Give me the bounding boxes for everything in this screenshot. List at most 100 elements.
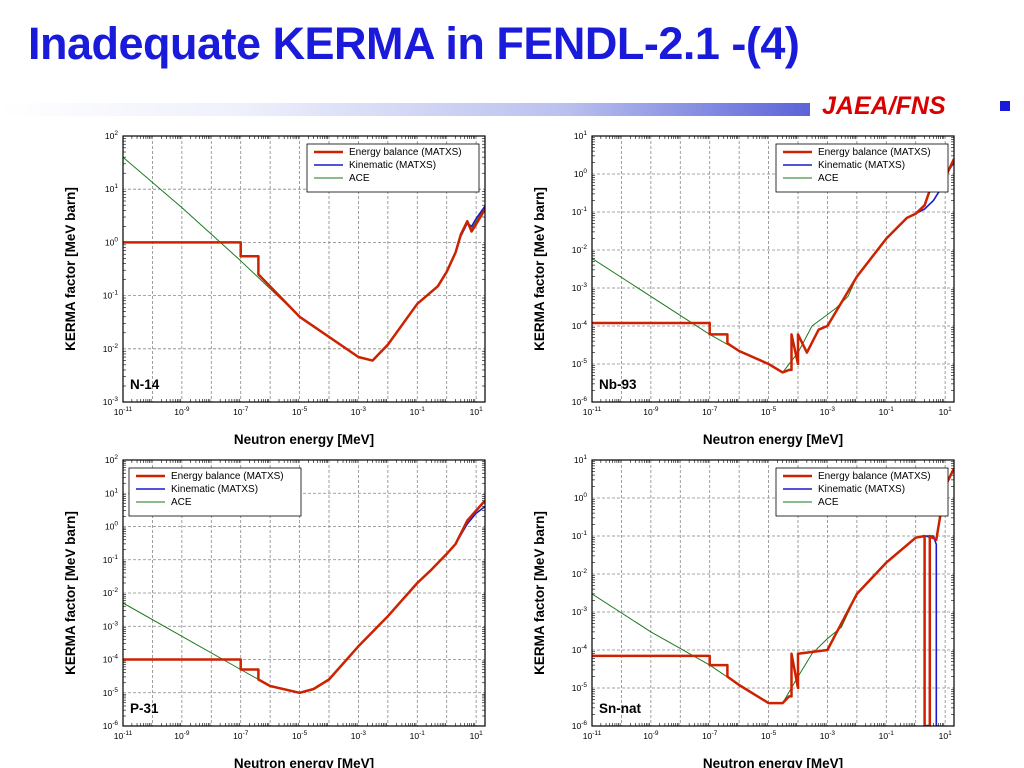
y-tick-label: 10-5 bbox=[572, 682, 588, 693]
y-tick-label: 10-3 bbox=[103, 396, 119, 407]
legend-entry: ACE bbox=[818, 497, 839, 508]
x-tick-label: 10-7 bbox=[233, 730, 249, 741]
series-line bbox=[123, 500, 485, 694]
y-axis-label: KERMA factor [MeV barn] bbox=[63, 511, 78, 675]
x-tick-label: 10-3 bbox=[820, 730, 836, 741]
series-line bbox=[123, 205, 485, 362]
y-tick-label: 102 bbox=[105, 130, 118, 141]
x-tick-label: 10-11 bbox=[583, 406, 602, 417]
x-tick-label: 10-11 bbox=[583, 730, 602, 741]
legend-entry: Kinematic (MATXS) bbox=[349, 160, 436, 171]
y-tick-label: 101 bbox=[574, 130, 587, 141]
y-tick-label: 10-4 bbox=[572, 644, 588, 655]
y-tick-label: 10-6 bbox=[572, 396, 588, 407]
series-line bbox=[592, 158, 954, 374]
chart-legend: Energy balance (MATXS) Kinematic (MATXS) A… bbox=[775, 143, 949, 193]
x-tick-label: 101 bbox=[470, 406, 483, 417]
y-tick-label: 10-2 bbox=[572, 244, 588, 255]
panel-label: Nb-93 bbox=[599, 377, 637, 392]
y-tick-label: 10-6 bbox=[572, 720, 588, 731]
series-line bbox=[123, 505, 485, 694]
y-tick-label: 10-1 bbox=[572, 206, 588, 217]
plot-grid bbox=[591, 135, 954, 403]
x-tick-label: 10-9 bbox=[643, 730, 659, 741]
panel-label: P-31 bbox=[130, 701, 159, 716]
series-line bbox=[592, 162, 954, 374]
panel-label: N-14 bbox=[130, 377, 160, 392]
x-tick-label: 10-5 bbox=[761, 406, 777, 417]
slide-title: Inadequate KERMA in FENDL-2.1 -(4) bbox=[28, 18, 800, 69]
x-tick-label: 10-1 bbox=[879, 406, 895, 417]
x-axis-label: Neutron energy [MeV] bbox=[234, 432, 374, 447]
y-tick-label: 10-4 bbox=[103, 654, 119, 665]
y-tick-label: 10-5 bbox=[103, 687, 119, 698]
y-tick-label: 10-2 bbox=[103, 343, 119, 354]
legend-entry: Energy balance (MATXS) bbox=[818, 147, 931, 158]
y-tick-label: 10-3 bbox=[572, 606, 588, 617]
y-tick-label: 10-3 bbox=[103, 620, 119, 631]
chart-legend: Energy balance (MATXS) Kinematic (MATXS) A… bbox=[128, 467, 302, 517]
axis-minor-ticks bbox=[123, 460, 485, 726]
y-tick-label: 101 bbox=[105, 487, 118, 498]
x-tick-label: 10-7 bbox=[702, 406, 718, 417]
y-tick-label: 100 bbox=[574, 492, 587, 503]
x-tick-label: 10-1 bbox=[410, 406, 426, 417]
y-tick-label: 101 bbox=[105, 183, 118, 194]
x-tick-label: 10-1 bbox=[410, 730, 426, 741]
y-tick-label: 10-1 bbox=[572, 530, 588, 541]
legend-entry: Energy balance (MATXS) bbox=[171, 471, 284, 482]
x-tick-label: 10-3 bbox=[351, 730, 367, 741]
y-tick-label: 10-5 bbox=[572, 358, 588, 369]
x-axis-label: Neutron energy [MeV] bbox=[703, 756, 843, 768]
legend-entry: Energy balance (MATXS) bbox=[349, 147, 462, 158]
x-tick-label: 10-3 bbox=[820, 406, 836, 417]
org-label: JAEA/FNS bbox=[822, 92, 946, 120]
y-axis-label: KERMA factor [MeV barn] bbox=[532, 187, 547, 351]
x-tick-label: 10-9 bbox=[174, 406, 190, 417]
y-tick-label: 10-1 bbox=[103, 290, 119, 301]
series-line bbox=[123, 208, 485, 362]
x-tick-label: 101 bbox=[939, 406, 952, 417]
x-tick-label: 101 bbox=[470, 730, 483, 741]
chart-legend: Energy balance (MATXS) Kinematic (MATXS) A… bbox=[306, 143, 480, 193]
legend-entry: ACE bbox=[171, 497, 192, 508]
y-tick-label: 10-4 bbox=[572, 320, 588, 331]
x-tick-label: 10-5 bbox=[761, 730, 777, 741]
series-line bbox=[592, 467, 954, 726]
x-axis-label: Neutron energy [MeV] bbox=[234, 756, 374, 768]
kerma-chart-p31: 10-11 10-9 10-7 10-5 10-3 10-1 101 10-6 10-5 10-4… bbox=[63, 454, 486, 768]
kerma-chart-n14: 10-11 10-9 10-7 10-5 10-3 10-1 101 10-3 10-2 10-1… bbox=[63, 130, 486, 447]
x-tick-label: 10-7 bbox=[702, 730, 718, 741]
y-axis-label: KERMA factor [MeV barn] bbox=[532, 511, 547, 675]
x-tick-label: 10-1 bbox=[879, 730, 895, 741]
x-tick-label: 10-5 bbox=[292, 730, 308, 741]
series-group bbox=[123, 156, 485, 362]
y-tick-label: 10-2 bbox=[572, 568, 588, 579]
plot-frame bbox=[122, 459, 486, 727]
legend-entry: Kinematic (MATXS) bbox=[171, 484, 258, 495]
y-tick-label: 10-6 bbox=[103, 720, 119, 731]
x-tick-label: 10-11 bbox=[114, 730, 133, 741]
kerma-chart-sn-nat: 10-11 10-9 10-7 10-5 10-3 10-1 101 10-6 10-5 10-4… bbox=[532, 454, 955, 768]
legend-entry: Kinematic (MATXS) bbox=[818, 160, 905, 171]
x-tick-label: 10-9 bbox=[174, 730, 190, 741]
y-tick-label: 101 bbox=[574, 454, 587, 465]
org-bullet-square bbox=[1000, 101, 1010, 111]
chart-legend: Energy balance (MATXS) Kinematic (MATXS) A… bbox=[775, 467, 949, 517]
plot-frame bbox=[122, 135, 486, 403]
y-tick-label: 10-2 bbox=[103, 587, 119, 598]
x-tick-label: 10-7 bbox=[233, 406, 249, 417]
x-tick-label: 10-5 bbox=[292, 406, 308, 417]
series-group bbox=[592, 467, 954, 726]
x-tick-label: 10-11 bbox=[114, 406, 133, 417]
y-tick-label: 100 bbox=[574, 168, 587, 179]
legend-entry: Energy balance (MATXS) bbox=[818, 471, 931, 482]
legend-entry: ACE bbox=[818, 173, 839, 184]
panel-label: Sn-nat bbox=[599, 701, 642, 716]
kerma-chart-nb93: 10-11 10-9 10-7 10-5 10-3 10-1 101 10-6 10-5 10-4… bbox=[532, 130, 955, 447]
plot-frame bbox=[591, 459, 955, 727]
legend-entry: Kinematic (MATXS) bbox=[818, 484, 905, 495]
series-line bbox=[123, 499, 485, 695]
title-divider bbox=[0, 103, 810, 116]
x-tick-label: 101 bbox=[939, 730, 952, 741]
